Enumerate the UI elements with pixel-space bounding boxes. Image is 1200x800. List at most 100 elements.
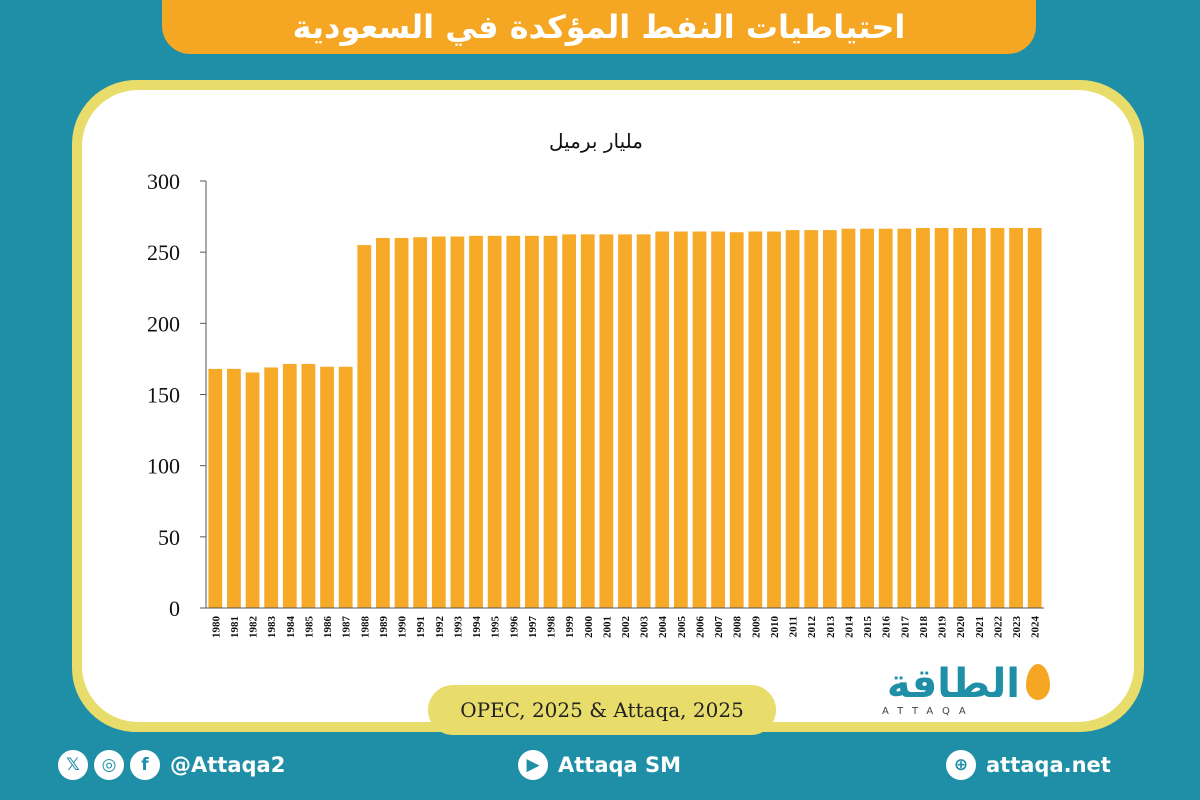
bar-1980 [208,368,223,608]
social-handle[interactable]: @Attaqa2 [170,753,286,777]
x-tick-label: 1997 [527,616,539,639]
bar-2011 [785,230,800,609]
bar-2012 [804,230,819,609]
x-tick-label: 1986 [322,616,334,639]
bar-2018 [916,227,930,608]
globe-icon: ⊕ [946,750,976,780]
x-tick-label: 2022 [992,616,1004,639]
bars [208,227,1042,609]
x-tick-label: 2004 [657,616,669,639]
bar-1989 [376,237,390,608]
drop-icon [1026,664,1050,700]
bar-1998 [543,235,558,609]
x-tick-label: 1995 [490,616,502,639]
x-tick-label: 2015 [862,616,874,639]
bar-1992 [431,236,446,608]
x-tick-label: 1993 [452,616,464,639]
bar-1982 [245,372,260,608]
bar-1984 [282,363,297,608]
x-tick-label: 2018 [918,616,930,639]
bar-2004 [655,231,670,608]
x-tick-label: 1982 [248,616,260,639]
y-tick-label: 50 [158,525,180,550]
x-tick-label: 2001 [601,616,613,638]
bar-2015 [860,228,874,608]
x-tick-label: 2002 [620,616,632,639]
bar-2000 [580,234,595,609]
bar-2008 [729,232,744,609]
social-links: 𝕏 ◎ f @Attaqa2 [58,742,285,788]
logo-arabic-text: الطاقة [886,661,1020,707]
x-tick-label: 1992 [434,616,446,639]
bar-2007 [711,231,725,608]
x-tick-label: 2014 [843,616,855,639]
bar-2017 [897,228,912,608]
x-tick-label: 1998 [546,616,558,639]
chart-card: مليار برميل 0 50 100 150 200 250 300 1980 1981 1… [72,80,1144,732]
bar-1988 [357,245,372,609]
bar-2005 [673,231,688,608]
x-tick-label: 2009 [750,616,762,639]
bar-1987 [338,366,353,608]
x-tick-label: 2013 [825,616,837,639]
x-tick-label: 2019 [937,616,949,639]
x-tick-label: 2023 [1011,616,1023,639]
y-tick-label: 100 [147,454,180,479]
x-axis: 1980 1981 1982 1983 1984 1985 1986 1987 1988 1989… [210,616,1041,639]
page-title: احتياطيات النفط المؤكدة في السعودية [162,0,1036,54]
bar-2019 [934,227,949,608]
bar-2024 [1027,227,1042,608]
x-tick-label: 2020 [955,616,967,639]
website-link[interactable]: ⊕ attaqa.net [946,742,1111,788]
y-tick-label: 0 [169,596,180,621]
x-tick-label: 2024 [1030,616,1042,639]
y-axis: 0 50 100 150 200 250 300 [147,169,206,621]
bar-2016 [878,228,893,608]
x-tick-label: 1994 [471,616,483,639]
x-tick-label: 2008 [732,616,744,639]
bar-2003 [636,234,651,609]
y-tick-label: 200 [147,311,180,336]
x-tick-label: 1980 [210,616,222,639]
bar-1995 [487,235,502,609]
attaqa-logo: الطاقة ATTAQA [868,660,1054,720]
youtube-channel: Attaqa SM [558,753,682,777]
bar-1997 [525,235,539,609]
bar-2021 [971,227,986,608]
x-tick-label: 2017 [899,616,911,639]
x-tick-label: 1999 [564,616,576,639]
bar-2010 [767,231,781,608]
website-url: attaqa.net [986,753,1111,777]
bar-1983 [264,367,279,608]
youtube-link[interactable]: ▶ Attaqa SM [518,742,681,788]
x-tick-label: 1989 [378,616,390,639]
chart-card-inner: مليار برميل 0 50 100 150 200 250 300 1980 1981 1… [82,90,1134,722]
bar-2001 [599,234,614,609]
x-tick-label: 1983 [266,616,278,639]
x-icon[interactable]: 𝕏 [58,750,88,780]
x-tick-label: 2012 [806,616,818,639]
facebook-icon[interactable]: f [130,750,160,780]
x-tick-label: 1991 [415,616,427,638]
bar-1999 [562,234,577,609]
instagram-icon[interactable]: ◎ [94,750,124,780]
bar-2020 [953,227,968,608]
x-tick-label: 2016 [881,616,893,639]
bar-2002 [618,234,632,609]
bar-2022 [990,227,1005,608]
x-tick-label: 1984 [285,616,297,639]
bar-1994 [469,235,483,609]
x-tick-label: 2003 [639,616,651,639]
x-tick-label: 1988 [359,616,371,639]
bar-1991 [413,237,428,608]
x-tick-label: 1990 [397,616,409,639]
x-tick-label: 2011 [788,616,800,637]
y-tick-label: 300 [147,169,180,194]
bar-2023 [1009,227,1023,608]
bar-2013 [822,230,837,609]
x-tick-label: 2021 [974,616,986,638]
youtube-icon: ▶ [518,750,548,780]
y-tick-label: 250 [147,240,180,265]
bar-1981 [227,368,241,608]
bar-1985 [301,363,316,608]
